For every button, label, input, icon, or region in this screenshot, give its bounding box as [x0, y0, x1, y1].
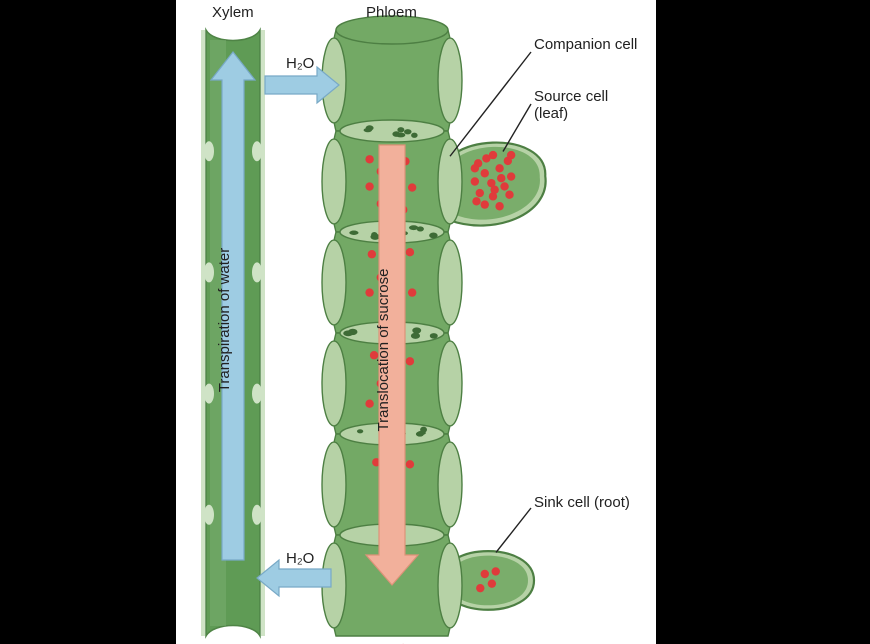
sink-cell-label: Sink cell (root) — [534, 494, 644, 511]
sucrose-dot — [490, 186, 498, 194]
h2o-top-label: H₂O — [286, 55, 314, 72]
sieve-plate — [340, 120, 444, 142]
source-cell-label: Source cell (leaf) — [534, 88, 644, 122]
sucrose-dot — [476, 189, 484, 197]
xylem-heading: Xylem — [212, 4, 254, 21]
transpiration-text: Transpiration of water — [216, 248, 233, 393]
sucrose-dot — [365, 400, 373, 408]
sucrose-dot — [482, 154, 490, 162]
xylem-pit — [204, 262, 214, 282]
phloem-companion-right — [438, 38, 462, 123]
stage: Transpiration of water Translocation of s… — [0, 0, 870, 644]
xylem-pit — [204, 141, 214, 161]
phloem-companion-right — [438, 240, 462, 325]
sucrose-dot — [481, 570, 489, 578]
xylem-pit — [252, 384, 262, 404]
sucrose-dot — [406, 248, 414, 256]
translocation-text: Translocation of sucrose — [375, 269, 392, 432]
sucrose-dot — [497, 174, 505, 182]
sucrose-dot — [495, 164, 503, 172]
sucrose-dot — [492, 567, 500, 575]
phloem-heading: Phloem — [366, 4, 417, 21]
sucrose-dot — [408, 288, 416, 296]
sucrose-dot — [472, 197, 480, 205]
phloem-companion-right — [438, 543, 462, 628]
phloem-companion-right — [438, 139, 462, 224]
sucrose-dot — [365, 288, 373, 296]
phloem-companion-left — [322, 341, 346, 426]
xylem-pit — [252, 505, 262, 525]
sucrose-dot — [476, 584, 484, 592]
companion-cell-label: Companion cell — [534, 36, 654, 53]
phloem-companion-left — [322, 240, 346, 325]
sucrose-dot — [481, 200, 489, 208]
sucrose-dot — [500, 182, 508, 190]
sucrose-dot — [507, 151, 515, 159]
phloem-sieve-element — [330, 30, 454, 131]
h2o-bottom-label: H₂O — [286, 550, 314, 567]
sucrose-dot — [507, 172, 515, 180]
xylem-pit — [204, 505, 214, 525]
sucrose-dot — [505, 191, 513, 199]
sucrose-dot — [471, 164, 479, 172]
xylem-pit — [204, 384, 214, 404]
phloem-companion-left — [322, 442, 346, 527]
xylem-pit — [252, 262, 262, 282]
phloem-companion-right — [438, 341, 462, 426]
xylem-pit — [252, 141, 262, 161]
sucrose-dot — [368, 250, 376, 258]
sucrose-dot — [365, 155, 373, 163]
sink-leader — [496, 508, 531, 552]
sucrose-dot — [406, 357, 414, 365]
diagram-canvas: Transpiration of water Translocation of s… — [176, 0, 656, 644]
phloem-companion-left — [322, 139, 346, 224]
sucrose-dot — [408, 183, 416, 191]
phloem-companion-right — [438, 442, 462, 527]
sucrose-dot — [365, 182, 373, 190]
sucrose-dot — [471, 177, 479, 185]
sucrose-dot — [488, 579, 496, 587]
sucrose-dot — [495, 202, 503, 210]
sucrose-dot — [406, 460, 414, 468]
sucrose-dot — [481, 169, 489, 177]
